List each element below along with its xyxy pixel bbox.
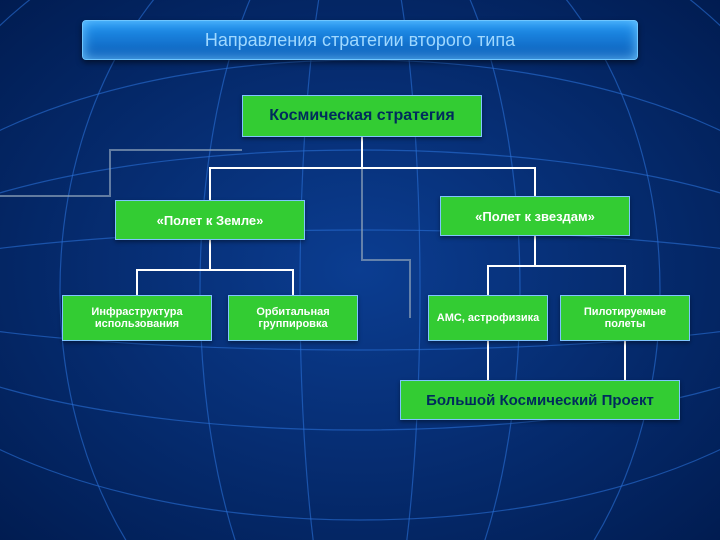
node-orbit: Орбитальная группировка — [228, 295, 358, 341]
node-orbit-label: Орбитальная группировка — [235, 306, 351, 330]
node-pilot: Пилотируемые полеты — [560, 295, 690, 341]
node-pilot-label: Пилотируемые полеты — [567, 306, 683, 330]
node-proj-label: Большой Космический Проект — [426, 392, 654, 409]
node-stars: «Полет к звездам» — [440, 196, 630, 236]
title-bar: Направления стратегии второго типа — [82, 20, 638, 60]
node-ams-label: АМС, астрофизика — [437, 312, 539, 324]
node-infra-label: Инфраструктура использования — [69, 306, 205, 330]
connectors-layer — [0, 0, 720, 540]
node-stars-label: «Полет к звездам» — [475, 209, 595, 224]
node-root-label: Космическая стратегия — [269, 107, 454, 125]
node-earth: «Полет к Земле» — [115, 200, 305, 240]
node-ams: АМС, астрофизика — [428, 295, 548, 341]
node-proj: Большой Космический Проект — [400, 380, 680, 420]
node-root: Космическая стратегия — [242, 95, 482, 137]
node-infra: Инфраструктура использования — [62, 295, 212, 341]
title-text: Направления стратегии второго типа — [205, 30, 515, 51]
node-earth-label: «Полет к Земле» — [157, 213, 264, 228]
